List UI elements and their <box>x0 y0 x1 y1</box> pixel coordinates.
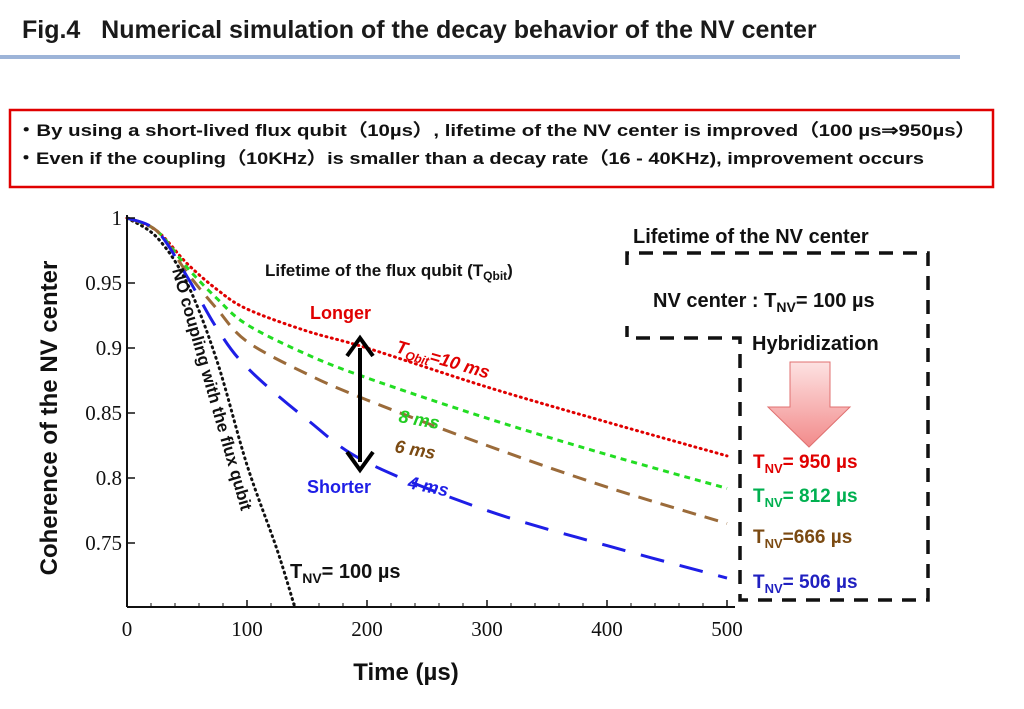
nv-lifetime-heading: Lifetime of the NV center <box>633 226 869 248</box>
x-tick-label: 400 <box>591 617 623 641</box>
summary-line-2: ・Even if the coupling（10KHz）is smaller t… <box>16 148 924 168</box>
x-axis-title: Time (µs) <box>353 659 458 686</box>
series-line-10ms <box>125 216 729 458</box>
title-underline <box>0 55 960 59</box>
y-axis-title: Coherence of the NV center <box>36 261 63 576</box>
series-label-6ms: 6 ms <box>393 436 437 463</box>
nv-center-lifetime: NV center : TNV= 100 µs <box>653 290 875 315</box>
nv-result-1: TNV= 812 µs <box>753 486 858 510</box>
x-tick-label: 300 <box>471 617 503 641</box>
series-line-4ms <box>126 216 728 580</box>
y-tick-label: 0.95 <box>85 271 122 295</box>
y-tick-label: 0.9 <box>96 336 122 360</box>
down-arrow-icon <box>766 361 852 448</box>
longer-label: Longer <box>310 303 371 323</box>
series-label-8ms: 8 ms <box>397 406 441 433</box>
plot-area: 0 100 200 300 400 500 1 0.95 0.9 0.85 0.8 0.75 <box>85 206 743 641</box>
flux-lifetime-label: Lifetime of the flux qubit (TQbit) <box>265 261 513 283</box>
nv-dashed-box <box>625 251 930 602</box>
summary-line-1: ・By using a short-lived flux qubit（10µs）… <box>16 120 976 140</box>
slide-title: Fig.4 Numerical simulation of the decay … <box>22 16 817 44</box>
series-line-none <box>125 216 297 610</box>
x-tick-label: 100 <box>231 617 263 641</box>
nv-result-0: TNV= 950 µs <box>753 452 858 476</box>
series-line-8ms <box>126 216 728 490</box>
y-tick-label: 0.85 <box>85 401 122 425</box>
y-tick-label: 0.8 <box>96 466 122 490</box>
y-tick-label: 1 <box>112 206 123 230</box>
series-label-10ms: TQbit=10 ms <box>393 337 492 386</box>
x-tick-label: 200 <box>351 617 383 641</box>
x-tick-label: 500 <box>711 617 743 641</box>
y-tick-label: 0.75 <box>85 531 122 555</box>
double-arrow-icon <box>345 334 375 474</box>
nv-result-3: TNV= 506 µs <box>753 572 858 596</box>
summary-box <box>8 108 995 189</box>
series-label-4ms: 4 ms <box>405 472 450 500</box>
nv-result-2: TNV=666 µs <box>753 527 852 551</box>
series-line-6ms <box>126 216 728 525</box>
x-tick-label: 0 <box>122 617 133 641</box>
baseline-lifetime-label: TNV= 100 µs <box>290 561 400 586</box>
hybridization-label: Hybridization <box>752 333 879 355</box>
shorter-label: Shorter <box>307 477 371 497</box>
